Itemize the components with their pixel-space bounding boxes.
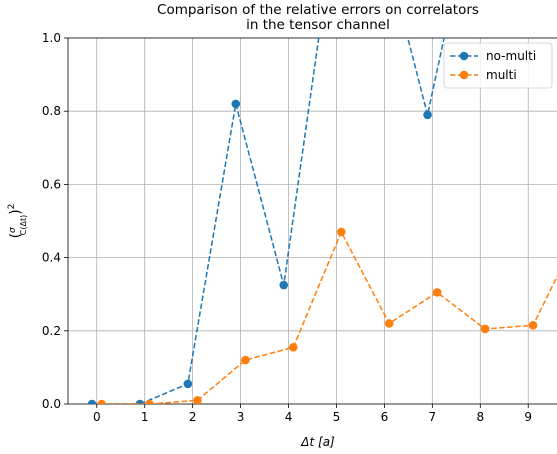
- legend-swatch-marker: [459, 51, 469, 61]
- y-tick-label: 0.6: [42, 177, 61, 191]
- y-tick-label: 0.2: [42, 324, 61, 338]
- legend-entry-no-multi: no-multi: [486, 49, 536, 63]
- x-tick-label: 7: [429, 410, 437, 424]
- data-point-multi: [145, 399, 154, 404]
- y-axis-label: (σC(Δt))2: [7, 204, 28, 239]
- data-point-multi: [193, 396, 202, 404]
- data-point-multi: [480, 324, 490, 334]
- legend-box: [443, 42, 553, 89]
- grid: [68, 37, 557, 405]
- legend: no-multi multi: [443, 42, 553, 89]
- y-tick-label: 0.8: [42, 104, 61, 118]
- data-point-no-multi: [135, 399, 145, 404]
- chart-title-line-2: in the tensor channel: [246, 17, 390, 33]
- data-point-multi: [336, 227, 346, 237]
- x-tick-label: 1: [141, 410, 149, 424]
- data-point-multi: [97, 399, 106, 404]
- data-point-no-multi: [423, 110, 432, 120]
- data-point-no-multi: [231, 99, 241, 109]
- x-tick-label: 0: [93, 410, 101, 424]
- series: [87, 38, 557, 404]
- x-tick-label: 2: [189, 410, 197, 424]
- series-line-multi: [101, 230, 557, 404]
- x-tick-label: 9: [524, 410, 532, 424]
- data-point-multi: [241, 355, 250, 365]
- chart-title-line-1: Comparison of the relative errors on cor…: [157, 2, 479, 18]
- data-point-multi: [384, 319, 394, 328]
- x-tick-label: 5: [333, 410, 341, 424]
- data-point-no-multi: [87, 399, 97, 404]
- y-tick-label: 1.0: [42, 31, 61, 45]
- series-line-no-multi: [91, 38, 445, 404]
- data-point-multi: [432, 288, 442, 297]
- data-point-multi: [528, 321, 538, 330]
- x-tick-label: 4: [285, 410, 293, 424]
- tick-labels: 0 1 2 3 4 5 6 7 8 9 0.0 0.2 0.4 0.6 0.8 1.0: [42, 31, 532, 424]
- x-tick-label: 3: [237, 410, 245, 424]
- data-point-multi: [289, 342, 298, 352]
- data-point-no-multi: [183, 379, 193, 389]
- y-tick-label: 0.0: [42, 397, 61, 411]
- data-point-no-multi: [279, 280, 289, 290]
- svg-text:(σC(Δt))2: (σC(Δt))2: [7, 204, 28, 239]
- legend-entry-multi: multi: [486, 68, 517, 82]
- x-axis-label: Δt [a]: [300, 435, 335, 449]
- legend-swatch-marker: [459, 70, 469, 80]
- y-tick-label: 0.4: [42, 251, 61, 265]
- x-tick-label: 8: [476, 410, 484, 424]
- x-tick-label: 6: [381, 410, 389, 424]
